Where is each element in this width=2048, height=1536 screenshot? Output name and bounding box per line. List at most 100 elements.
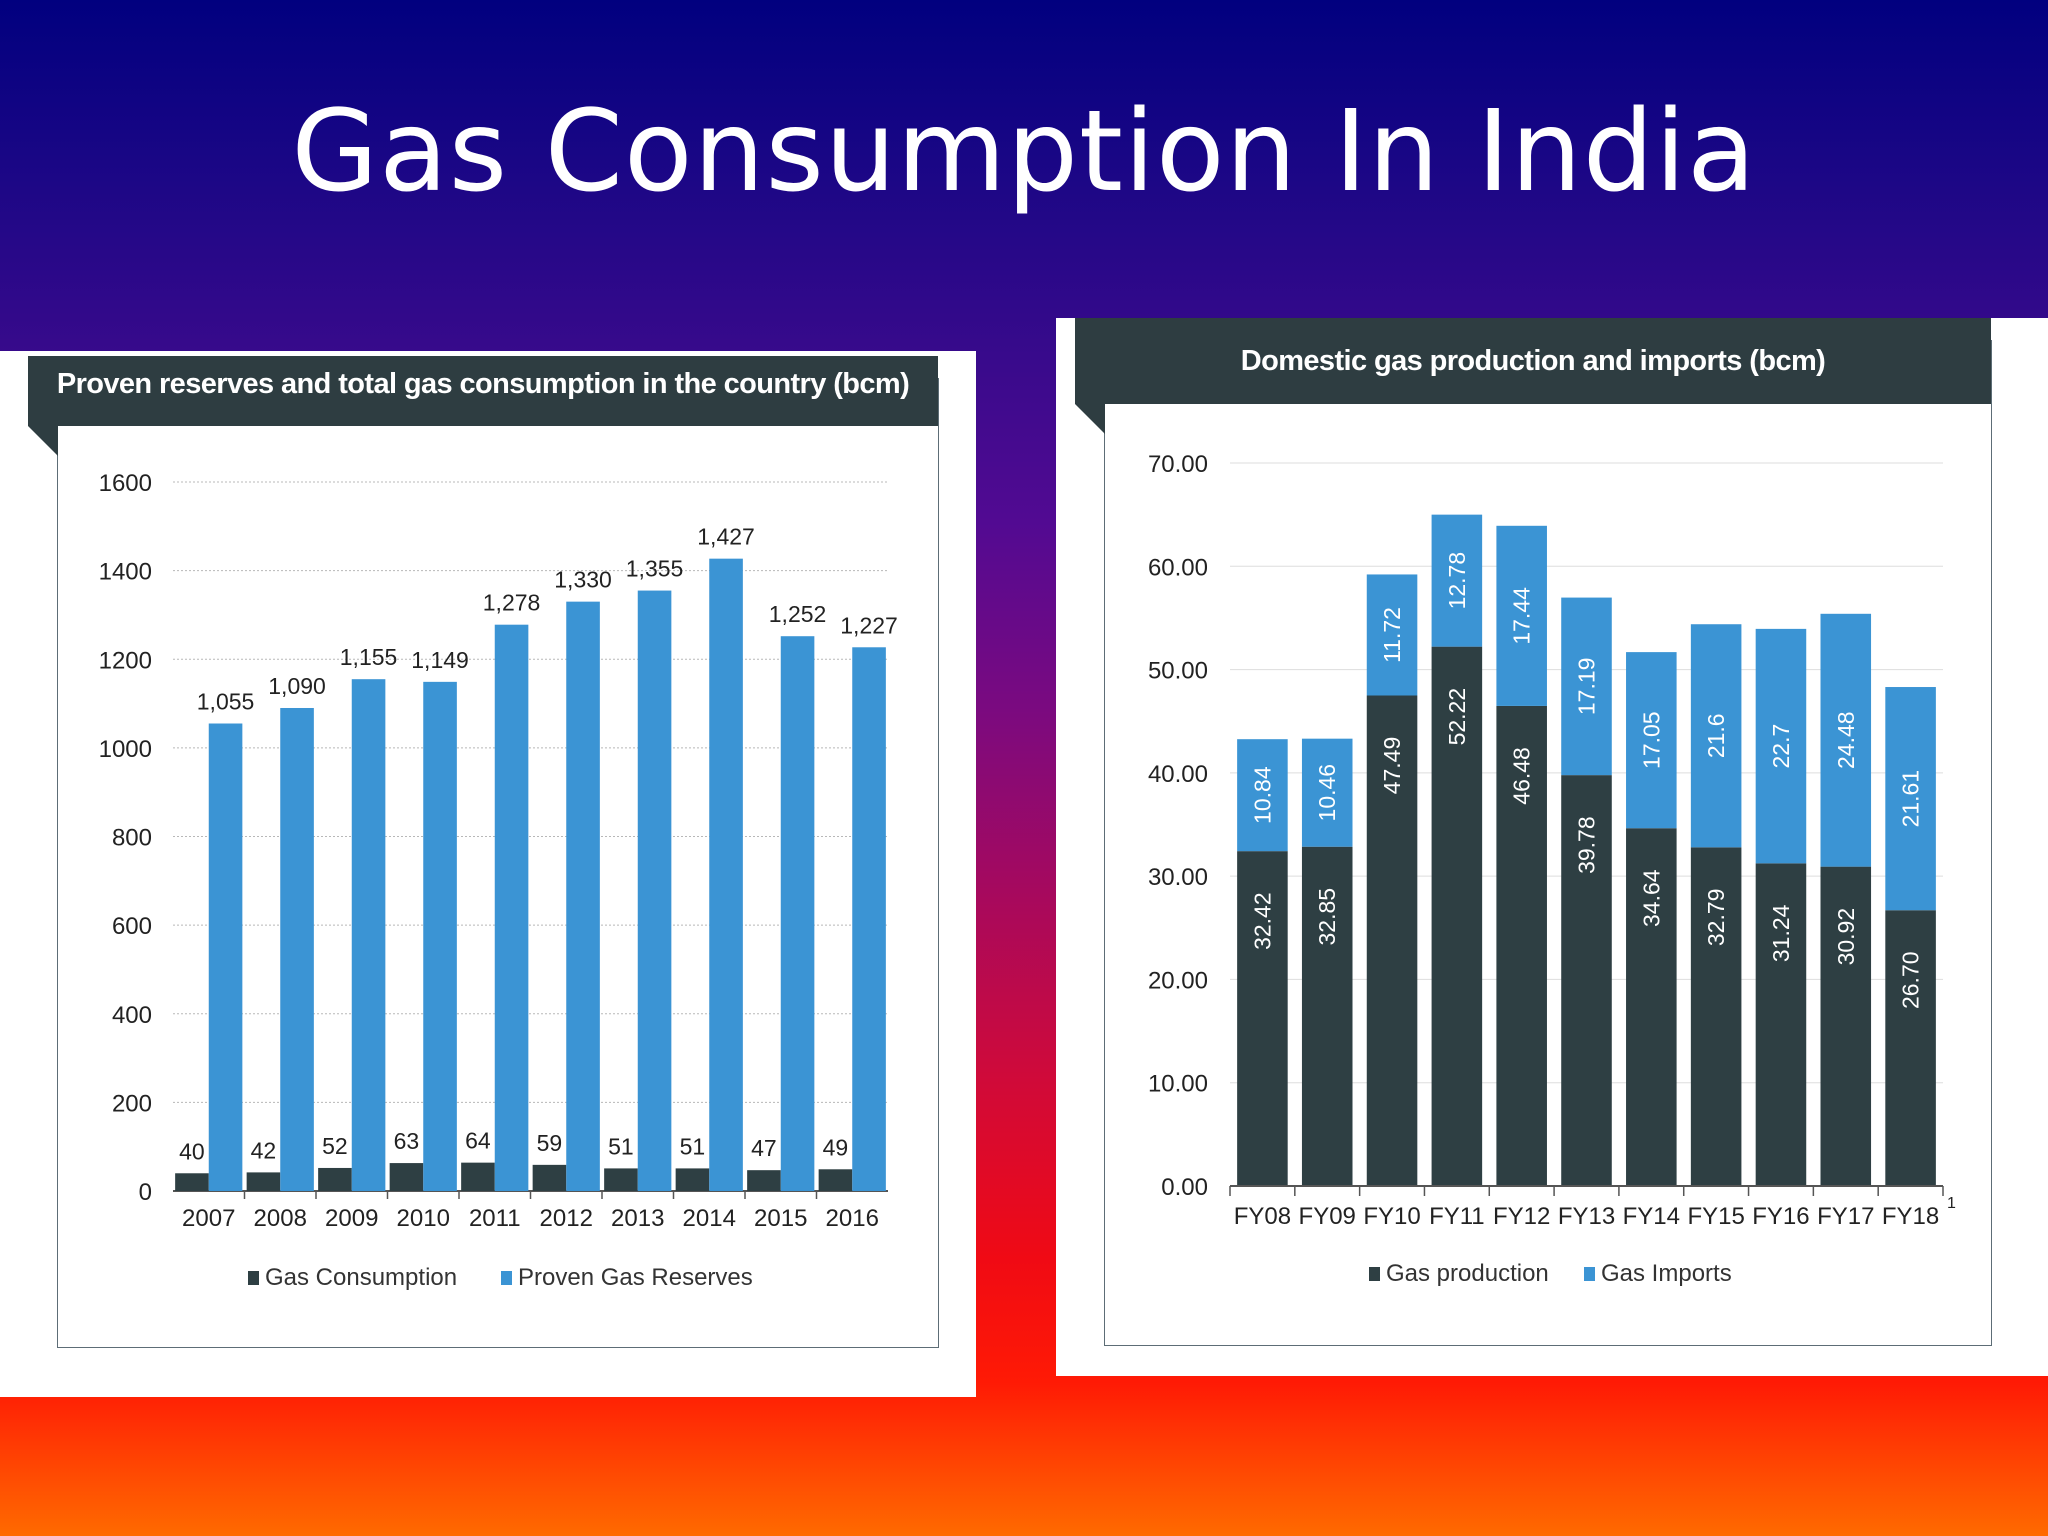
y-tick-label: 1600 — [99, 470, 152, 497]
y-tick-label: 50.00 — [1148, 658, 1208, 685]
bar-proven-gas-reserves — [709, 558, 743, 1191]
x-tick-label: 2012 — [540, 1205, 593, 1232]
x-tick-label: FY17 — [1817, 1203, 1874, 1230]
x-tick-label: FY11 — [1429, 1203, 1485, 1230]
x-tick-label: FY16 — [1752, 1203, 1809, 1230]
bar-gas-production — [1237, 851, 1288, 1186]
x-tick-label: 2016 — [826, 1205, 879, 1232]
data-label-gas-imports: 10.46 — [1314, 764, 1340, 822]
bar-gas-consumption — [675, 1168, 710, 1191]
data-label-gas-consumption: 59 — [537, 1130, 563, 1156]
data-label-gas-production: 32.79 — [1703, 889, 1729, 947]
y-tick-label: 1200 — [99, 647, 152, 674]
y-tick-label: 60.00 — [1148, 554, 1208, 581]
data-label-gas-production: 26.70 — [1898, 951, 1924, 1009]
bar-proven-gas-reserves — [566, 601, 600, 1191]
x-tick-label: 2011 — [469, 1205, 521, 1232]
x-tick-label: FY08 — [1234, 1203, 1291, 1230]
legend-swatch-gas-consumption — [248, 1271, 259, 1285]
data-label-gas-consumption: 47 — [751, 1135, 777, 1161]
data-label-gas-consumption: 51 — [680, 1133, 706, 1159]
bar-gas-production — [1755, 863, 1807, 1186]
data-label-gas-imports: 17.44 — [1509, 587, 1535, 645]
legend-swatch-gas-imports — [1584, 1267, 1595, 1281]
y-tick-label: 10.00 — [1148, 1071, 1208, 1098]
bar-gas-consumption — [604, 1168, 638, 1191]
data-label-gas-imports: 17.05 — [1638, 711, 1664, 769]
bar-proven-gas-reserves — [852, 647, 886, 1191]
x-tick-label: 2013 — [611, 1205, 664, 1232]
x-tick-label: FY09 — [1299, 1203, 1356, 1230]
bar-proven-gas-reserves — [423, 681, 457, 1191]
bar-gas-imports — [1431, 514, 1483, 647]
y-tick-label: 800 — [112, 825, 152, 852]
data-label-gas-consumption: 42 — [251, 1137, 277, 1163]
bar-gas-production — [1561, 775, 1612, 1186]
x-tick-label: FY15 — [1687, 1203, 1744, 1230]
bar-gas-consumption — [818, 1169, 853, 1191]
x-tick-label: 2008 — [254, 1205, 307, 1232]
y-tick-label: 0 — [139, 1179, 152, 1206]
bar-gas-imports — [1755, 628, 1807, 864]
legend-label-gas-imports: Gas Imports — [1601, 1260, 1732, 1287]
y-tick-label: 1400 — [99, 559, 152, 586]
y-tick-label: 600 — [112, 913, 152, 940]
legend-swatch-gas-production — [1369, 1267, 1380, 1281]
bar-proven-gas-reserves — [351, 679, 386, 1191]
data-label-gas-consumption: 40 — [179, 1138, 205, 1164]
footnote-marker: 1 — [1947, 1195, 1956, 1212]
y-tick-label: 200 — [112, 1090, 152, 1117]
bar-gas-imports — [1366, 574, 1418, 696]
data-label-gas-production: 39.78 — [1574, 816, 1600, 874]
x-tick-label: FY12 — [1493, 1203, 1550, 1230]
bar-proven-gas-reserves — [208, 723, 243, 1191]
bar-gas-production — [1690, 847, 1742, 1186]
bar-gas-consumption — [175, 1173, 209, 1191]
data-label-proven-gas-reserves: 1,090 — [268, 673, 326, 699]
x-tick-label: FY18 — [1882, 1203, 1939, 1230]
right-chart-title: Domestic gas production and imports (bcm… — [1075, 318, 1991, 404]
legend-label-gas-production: Gas production — [1386, 1260, 1549, 1287]
data-label-gas-production: 30.92 — [1833, 908, 1859, 966]
bar-gas-imports — [1301, 738, 1353, 847]
y-tick-label: 40.00 — [1148, 761, 1208, 788]
bar-gas-imports — [1237, 739, 1288, 852]
data-label-proven-gas-reserves: 1,055 — [197, 689, 255, 715]
bar-gas-consumption — [318, 1167, 352, 1191]
data-label-gas-imports: 17.19 — [1574, 658, 1600, 716]
data-label-gas-imports: 24.48 — [1833, 711, 1859, 769]
bar-gas-consumption — [389, 1163, 424, 1191]
data-label-proven-gas-reserves: 1,427 — [697, 524, 755, 550]
data-label-gas-production: 52.22 — [1444, 688, 1470, 746]
data-label-proven-gas-reserves: 1,355 — [626, 556, 684, 582]
data-label-gas-imports: 10.84 — [1249, 766, 1275, 824]
x-tick-label: 2007 — [182, 1205, 235, 1232]
y-tick-label: 20.00 — [1148, 967, 1208, 994]
data-label-gas-imports: 12.78 — [1444, 552, 1470, 610]
y-tick-label: 30.00 — [1148, 864, 1208, 891]
left-chart: 0 200 400 600 800 1000 1200 1400 1600 40 1,055 2007… — [99, 470, 898, 1291]
x-tick-label: 2010 — [397, 1205, 450, 1232]
y-tick-label: 400 — [112, 1002, 152, 1029]
data-label-gas-consumption: 51 — [608, 1133, 634, 1159]
right-chart: 0.00 10.00 20.00 30.00 40.00 50.00 60.00 70.00 3… — [1148, 451, 1956, 1287]
bar-gas-imports — [1496, 525, 1547, 706]
data-label-gas-production: 31.24 — [1768, 904, 1794, 962]
data-label-proven-gas-reserves: 1,330 — [554, 567, 612, 593]
x-tick-label: FY14 — [1623, 1203, 1680, 1230]
data-label-gas-production: 32.42 — [1249, 892, 1275, 950]
x-tick-label: 2014 — [683, 1205, 736, 1232]
data-label-gas-imports: 22.7 — [1768, 724, 1794, 769]
data-label-gas-production: 46.48 — [1509, 747, 1535, 805]
slide-title: Gas Consumption In India — [291, 87, 1757, 217]
bar-gas-production — [1626, 828, 1677, 1186]
data-label-gas-consumption: 52 — [322, 1133, 348, 1159]
bar-gas-imports — [1626, 652, 1677, 829]
x-tick-label: 2015 — [754, 1205, 807, 1232]
y-tick-label: 0.00 — [1161, 1174, 1208, 1201]
x-tick-label: 2009 — [325, 1205, 378, 1232]
legend-swatch-proven-gas-reserves — [501, 1271, 512, 1285]
bar-proven-gas-reserves — [494, 624, 529, 1191]
y-tick-label: 1000 — [99, 736, 152, 763]
right-banner-fold — [1075, 404, 1105, 434]
